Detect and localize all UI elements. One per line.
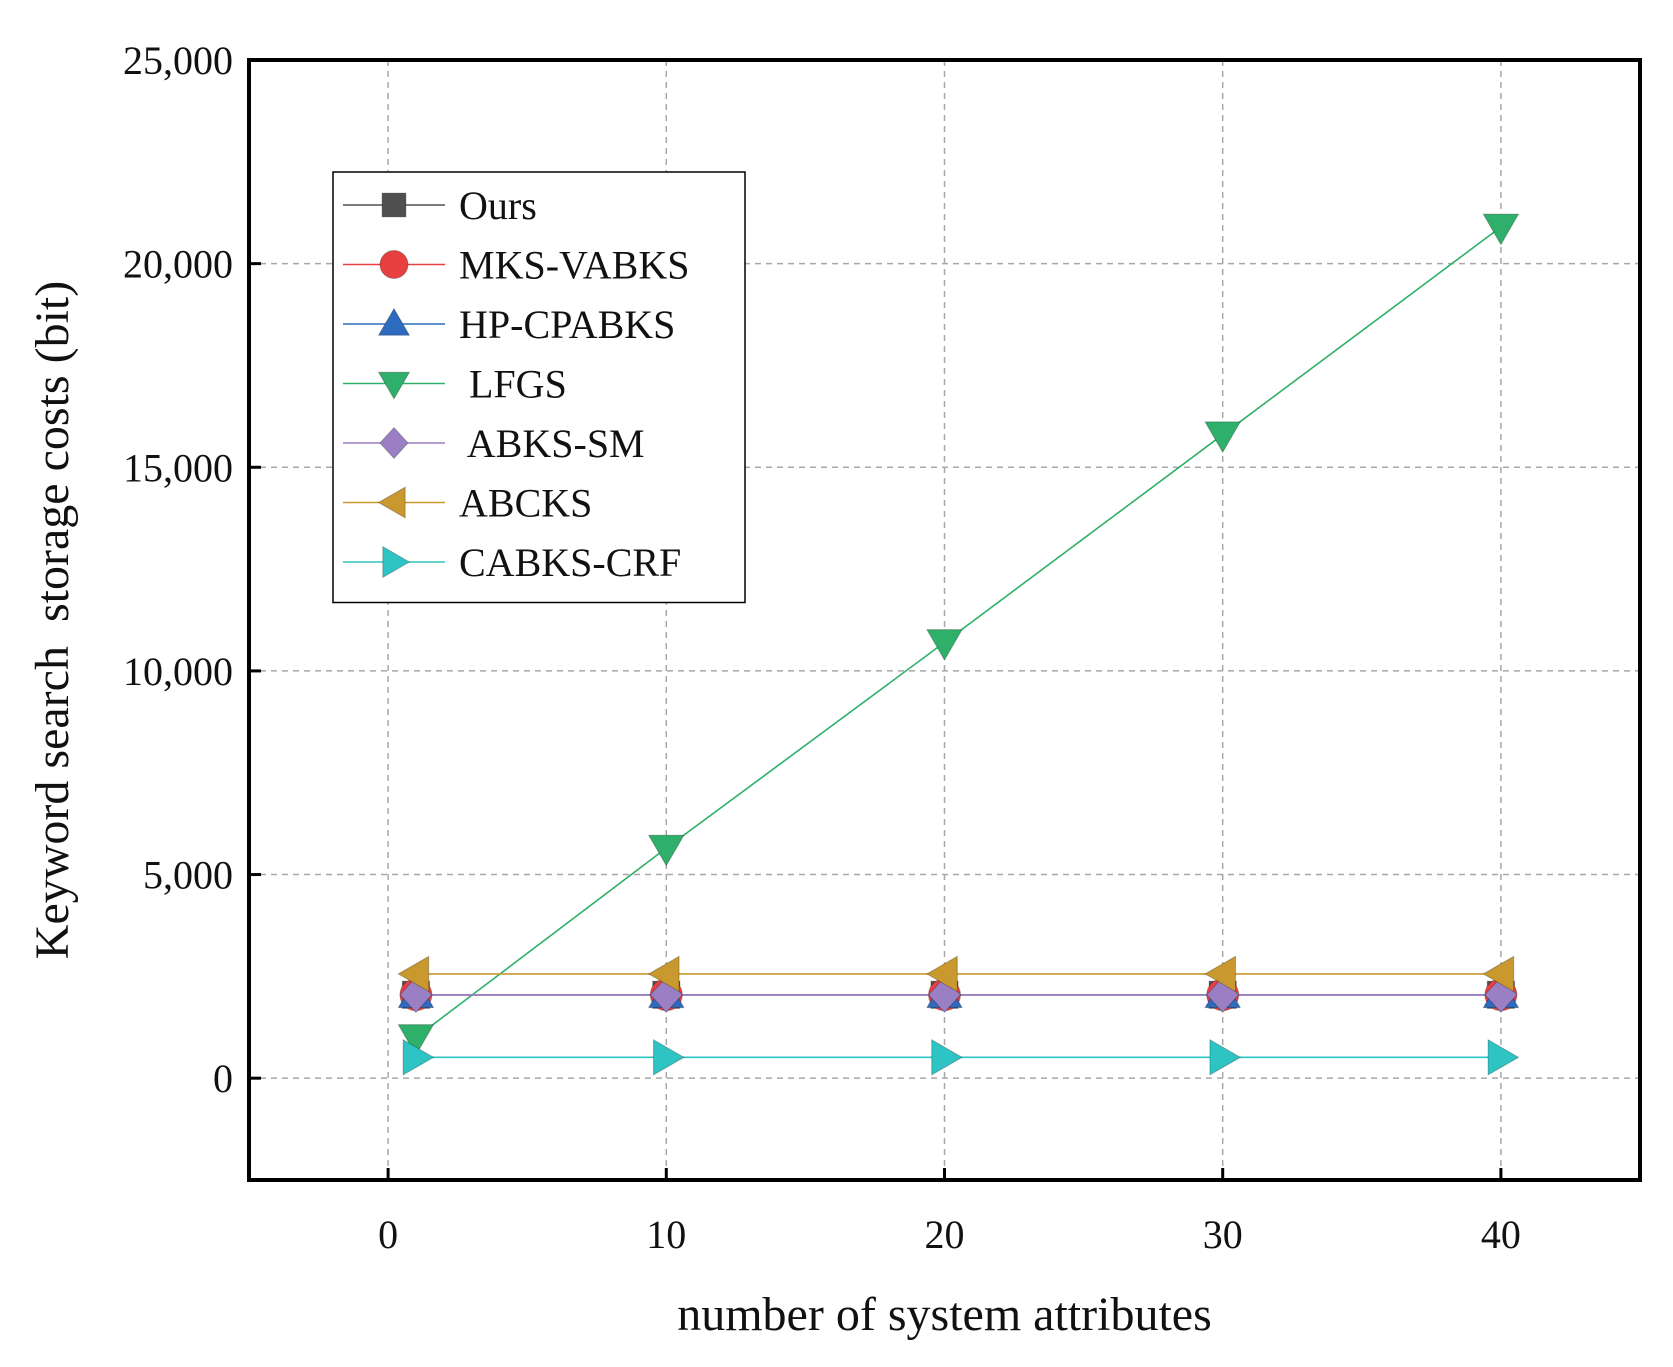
- y-tick-label: 10,000: [123, 649, 233, 694]
- legend-marker: [379, 250, 409, 279]
- legend-label: HP-CPABKS: [459, 302, 675, 347]
- y-tick-label: 5,000: [143, 853, 233, 898]
- data-point-lfgs: [926, 629, 963, 661]
- legend-label: ABCKS: [459, 481, 592, 526]
- legend-marker: [381, 192, 407, 218]
- y-axis-label: Keyword search storage costs (bit): [26, 281, 79, 959]
- data-point-cabks-crf: [1487, 1038, 1520, 1076]
- series-markers: [397, 213, 1520, 1076]
- legend-label: CABKS-CRF: [459, 540, 681, 585]
- x-tick-label: 10: [646, 1212, 686, 1257]
- x-ticks: 0 10 20 30 40: [378, 1168, 1521, 1257]
- y-tick-label: 0: [213, 1056, 233, 1101]
- legend-label: LFGS: [459, 362, 567, 407]
- data-point-lfgs: [647, 834, 685, 867]
- legend-marker: [377, 486, 406, 519]
- data-point-abcks: [647, 955, 680, 993]
- data-point-abcks: [925, 955, 958, 993]
- y-tick-label: 15,000: [123, 445, 233, 490]
- x-tick-label: 20: [925, 1212, 965, 1257]
- x-axis-label: number of system attributes: [677, 1288, 1212, 1341]
- data-point-cabks-crf: [653, 1038, 685, 1076]
- x-tick-label: 40: [1481, 1212, 1521, 1257]
- data-point-lfgs: [1204, 421, 1242, 454]
- data-point-lfgs: [397, 1024, 435, 1057]
- data-point-lfgs: [1482, 213, 1520, 246]
- legend-marker: [377, 307, 411, 336]
- data-point-cabks-crf: [1209, 1038, 1242, 1076]
- legend-marker: [379, 426, 409, 460]
- legend-label: ABKS-SM: [459, 421, 645, 466]
- legend: Ours MKS-VABKS HP-CPABKS LFGS ABKS-SM ABCKS…: [332, 171, 746, 604]
- legend-box: [332, 171, 746, 604]
- y-tick-label: 25,000: [123, 38, 233, 83]
- data-point-abcks: [1204, 955, 1236, 993]
- y-tick-label: 20,000: [123, 242, 233, 287]
- data-point-cabks-crf: [931, 1038, 964, 1076]
- y-ticks: 0 5,000 10,000 15,000 20,000 25,000: [123, 38, 261, 1101]
- legend-label: MKS-VABKS: [459, 243, 689, 288]
- data-point-cabks-crf: [402, 1038, 435, 1076]
- legend-marker: [377, 371, 411, 400]
- x-tick-label: 0: [378, 1212, 398, 1257]
- legend-marker: [382, 545, 411, 579]
- x-tick-label: 30: [1203, 1212, 1243, 1257]
- legend-label: Ours: [459, 183, 537, 228]
- data-point-abcks: [1482, 955, 1515, 993]
- data-point-abcks: [397, 955, 430, 993]
